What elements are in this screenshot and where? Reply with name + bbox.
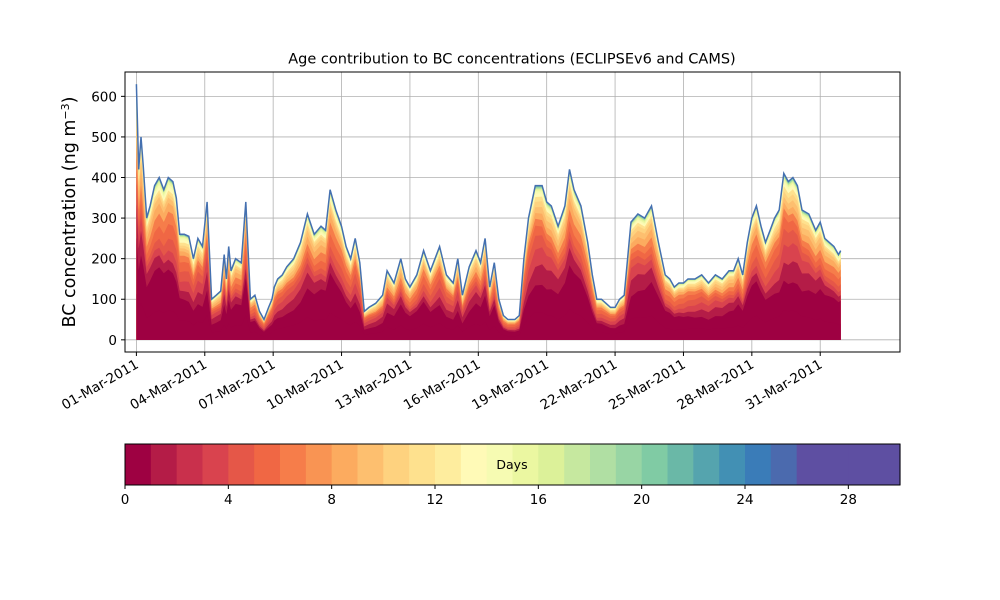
x-tick-label: 19-Mar-2011 bbox=[469, 357, 551, 414]
colorbar-cell bbox=[564, 444, 591, 485]
age-layer-base bbox=[136, 293, 841, 340]
y-tick-label: 500 bbox=[91, 130, 117, 146]
colorbar-cell bbox=[848, 444, 875, 485]
x-tick-label: 07-Mar-2011 bbox=[196, 357, 278, 414]
colorbar-cell bbox=[693, 444, 720, 485]
x-tick-label: 31-Mar-2011 bbox=[743, 357, 825, 414]
colorbar-cells bbox=[125, 444, 901, 485]
colorbar-tick-label: 12 bbox=[426, 492, 443, 508]
colorbar-cell bbox=[770, 444, 798, 485]
colorbar-cell bbox=[486, 444, 514, 485]
colorbar-cell bbox=[150, 444, 178, 485]
colorbar-cell bbox=[590, 444, 617, 485]
y-tick-label: 200 bbox=[91, 252, 117, 268]
colorbar-cell bbox=[357, 444, 384, 485]
colorbar-cell bbox=[280, 444, 307, 485]
x-tick-label: 16-Mar-2011 bbox=[401, 357, 483, 414]
x-tick-label: 04-Mar-2011 bbox=[127, 357, 209, 414]
x-tick-label: 28-Mar-2011 bbox=[674, 357, 756, 414]
colorbar-cell bbox=[331, 444, 359, 485]
plot-area: 0 100 200 300 400 500 600 01-Mar-201104-Mar-20… bbox=[59, 71, 901, 413]
y-axis-label: BC concentration (ng m−3) bbox=[59, 97, 81, 328]
colorbar-tick-label: 4 bbox=[224, 492, 233, 508]
x-tick-label: 10-Mar-2011 bbox=[264, 357, 346, 414]
y-tick-label: 600 bbox=[91, 89, 117, 105]
x-axis-ticks: 01-Mar-201104-Mar-201107-Mar-201110-Mar-… bbox=[59, 352, 825, 413]
colorbar-cell bbox=[641, 444, 669, 485]
colorbar-ticks: 0 4 8 12 16 20 24 28 bbox=[121, 485, 857, 508]
age-layer bbox=[136, 237, 841, 340]
colorbar-cell bbox=[176, 444, 204, 485]
y-axis-ticks: 0 100 200 300 400 500 600 bbox=[91, 89, 125, 349]
colorbar-frame bbox=[124, 443, 901, 486]
total-concentration-line bbox=[135, 84, 842, 322]
plot-frame bbox=[124, 71, 901, 353]
x-tick-label: 01-Mar-2011 bbox=[59, 357, 141, 414]
colorbar-cell bbox=[745, 444, 772, 485]
y-tick-label: 400 bbox=[91, 171, 117, 187]
colorbar: Days 0 4 8 12 16 20 24 28 bbox=[121, 443, 901, 508]
y-tick-label: 0 bbox=[108, 333, 117, 349]
colorbar-cell bbox=[383, 444, 410, 485]
x-tick-label: 13-Mar-2011 bbox=[333, 357, 415, 414]
colorbar-cell bbox=[202, 444, 229, 485]
y-tick-label: 100 bbox=[91, 292, 117, 308]
colorbar-tick-label: 28 bbox=[840, 492, 857, 508]
colorbar-cell bbox=[254, 444, 281, 485]
colorbar-cell bbox=[796, 444, 824, 485]
colorbar-tick-label: 16 bbox=[530, 492, 547, 508]
colorbar-cell bbox=[125, 444, 152, 485]
colorbar-cell bbox=[435, 444, 462, 485]
colorbar-cell bbox=[874, 444, 901, 485]
colorbar-cell bbox=[538, 444, 565, 485]
colorbar-tick-label: 0 bbox=[121, 492, 130, 508]
x-tick-label: 25-Mar-2011 bbox=[606, 357, 688, 414]
colorbar-cell bbox=[512, 444, 539, 485]
total-line bbox=[135, 84, 842, 322]
chart-title: Age contribution to BC concentrations (E… bbox=[288, 52, 735, 68]
colorbar-cell bbox=[305, 444, 333, 485]
colorbar-tick-label: 24 bbox=[736, 492, 753, 508]
colorbar-cell bbox=[615, 444, 643, 485]
colorbar-label: Days bbox=[496, 457, 527, 472]
colorbar-cell bbox=[409, 444, 436, 485]
colorbar-cell bbox=[460, 444, 488, 485]
y-tick-label: 300 bbox=[91, 211, 117, 227]
stacked-areas bbox=[136, 84, 841, 340]
colorbar-cell bbox=[228, 444, 255, 485]
colorbar-tick-label: 20 bbox=[633, 492, 650, 508]
colorbar-cell bbox=[822, 444, 849, 485]
colorbar-cell bbox=[719, 444, 746, 485]
x-tick-label: 22-Mar-2011 bbox=[538, 357, 620, 414]
colorbar-cell bbox=[667, 444, 694, 485]
colorbar-tick-label: 8 bbox=[327, 492, 336, 508]
